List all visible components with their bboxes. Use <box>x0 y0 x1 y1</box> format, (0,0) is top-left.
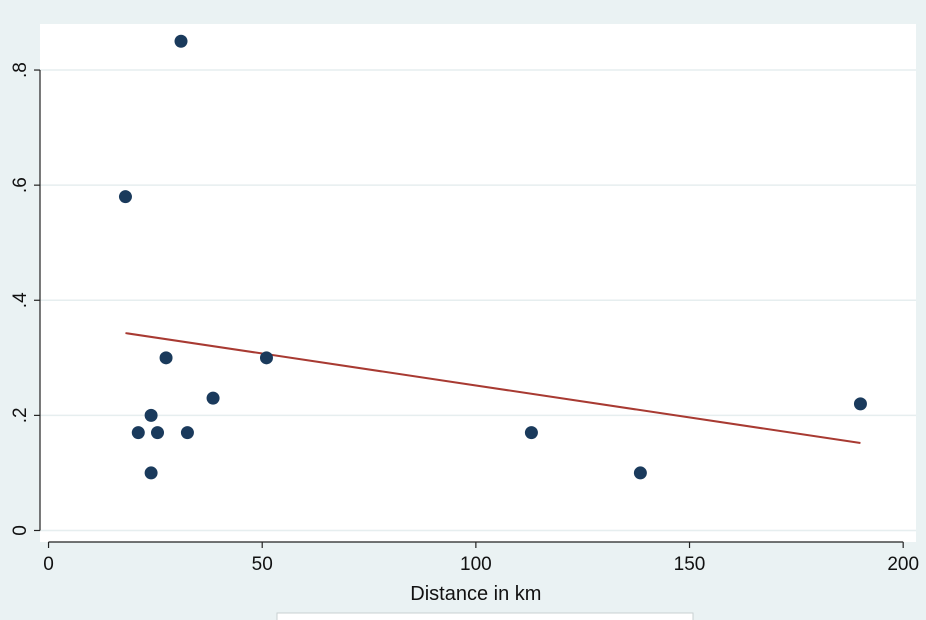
scatter-point <box>259 351 273 365</box>
y-tick-label: .8 <box>10 62 31 78</box>
axis-labels: Distance in km <box>410 583 541 605</box>
scatter-point <box>131 426 145 440</box>
data-points <box>118 34 867 480</box>
fit-line-layer <box>125 332 861 444</box>
scatter-point <box>633 466 647 480</box>
axes: 0 .2 .4 .6 .8 0 50 100 150 200 <box>10 62 919 575</box>
scatter-point <box>174 34 188 48</box>
legend-box <box>276 612 694 620</box>
scatter-point <box>159 351 173 365</box>
plot-area <box>40 24 916 542</box>
fit-line <box>125 332 861 444</box>
x-tick-label: 150 <box>674 554 706 575</box>
y-tick-label: .6 <box>10 177 31 193</box>
scatter-point <box>151 426 165 440</box>
scatter-point <box>180 426 194 440</box>
scatter-point <box>144 408 158 422</box>
y-tick-label: .2 <box>10 407 31 423</box>
scatter-point <box>144 466 158 480</box>
x-axis-title: Distance in km <box>410 583 541 605</box>
x-tick-label: 50 <box>252 554 273 575</box>
scatter-point <box>206 391 220 405</box>
grid-lines <box>40 69 916 532</box>
scatter-point <box>118 190 132 204</box>
x-tick-label: 200 <box>887 554 919 575</box>
x-tick-label: 100 <box>460 554 492 575</box>
y-tick-label: 0 <box>10 525 31 536</box>
scatter-point <box>524 426 538 440</box>
x-tick-label: 0 <box>43 554 54 575</box>
y-tick-label: .4 <box>10 292 31 308</box>
scatter-point <box>853 397 867 411</box>
